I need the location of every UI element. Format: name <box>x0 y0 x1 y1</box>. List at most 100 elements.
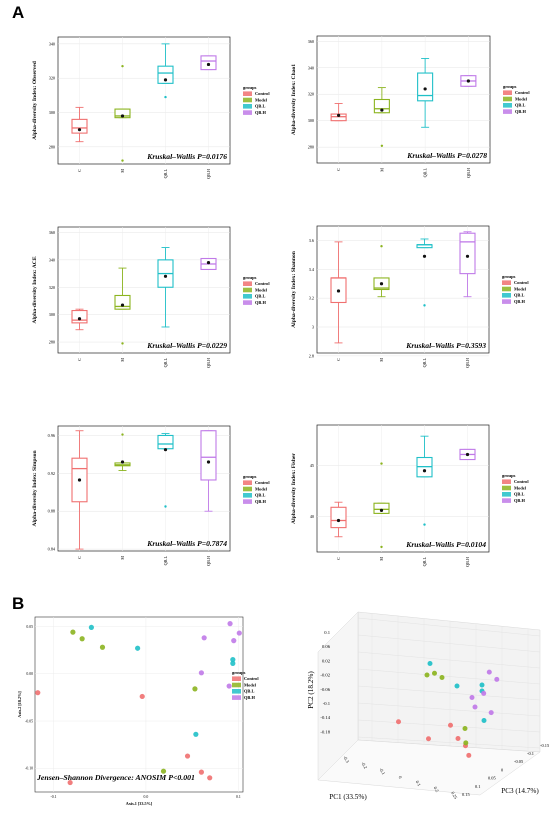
mean-point <box>422 469 427 473</box>
x-tick-label: M <box>379 168 384 172</box>
scatter3d-point-m <box>462 726 468 731</box>
scatter-point-qbh <box>236 630 242 636</box>
scatter-point-qbl <box>230 660 236 666</box>
legend-label-c: Control <box>255 281 270 286</box>
plot-frame <box>34 616 244 793</box>
outlier-point <box>380 245 383 248</box>
mean-point <box>206 62 211 67</box>
box-iqr <box>459 232 476 275</box>
plot-frame <box>316 424 490 553</box>
legend-label-qbl: QB.L <box>244 689 254 694</box>
outlier-point <box>164 95 167 99</box>
scatter3d-point-qbl <box>481 718 487 723</box>
mean-point <box>465 254 470 258</box>
x-tick-label: 0.0 <box>144 795 149 799</box>
y-tick-label: -0.10 <box>25 767 33 771</box>
kruskal-wallis-annotation: Kruskal–Wallis P=0.0176 <box>146 152 227 161</box>
pc3-tick-label: 0.05 <box>488 776 496 781</box>
legend-swatch-qbh <box>243 110 252 115</box>
pc1-tick-label: 0 <box>398 775 404 780</box>
legend-swatch-m <box>502 286 511 292</box>
y-tick-label: 340 <box>49 257 55 262</box>
legend-swatch-c <box>232 676 241 681</box>
legend-title: groups <box>243 275 257 280</box>
kruskal-wallis-annotation: Kruskal–Wallis P=0.3593 <box>405 341 486 350</box>
box-iqr <box>417 72 434 102</box>
legend-swatch-qbh <box>243 300 252 305</box>
scatter3d-point-qbl <box>427 661 433 666</box>
box-qbl <box>157 247 174 328</box>
scatter-point-m <box>160 768 167 774</box>
y-axis-label: Alpha-diversity Index: Observed <box>32 60 38 140</box>
box-c <box>71 106 88 143</box>
box-qbh <box>460 75 477 87</box>
x-tick-label: QB.L <box>422 557 427 567</box>
legend-label-c: Control <box>514 280 529 285</box>
scatter-point-qbh <box>201 635 207 641</box>
x-tick-label: QB.H <box>466 168 471 178</box>
pcoa-2d-panel: -0.1 0.0 0.1 -0.10 -0.05 0.00 0.05 Axis.1 [33.5… <box>17 616 259 806</box>
box-iqr <box>157 434 174 450</box>
legend-swatch-m <box>243 486 252 492</box>
x-tick-label: M <box>120 169 125 173</box>
scatter-point-qbh <box>227 621 233 627</box>
pc2-tick-label: -0.14 <box>320 715 330 720</box>
box-iqr <box>114 294 131 310</box>
y-tick-label: 340 <box>49 41 55 46</box>
y-tick-label: 0.05 <box>26 625 33 629</box>
box-iqr <box>373 98 390 114</box>
mean-point <box>77 317 82 321</box>
legend-label-m: Model <box>514 286 527 291</box>
pc2-tick-label: -0.02 <box>320 673 330 678</box>
legend-label-c: Control <box>244 676 259 681</box>
box-qbl <box>416 238 433 307</box>
gridline <box>357 668 541 685</box>
legend-swatch-m <box>243 287 252 293</box>
mean-point <box>163 274 168 278</box>
mean-point <box>379 508 384 512</box>
mean-point <box>336 518 341 523</box>
y-tick-label: 3 <box>312 325 314 330</box>
outlier-point <box>121 159 124 162</box>
legend-swatch-m <box>243 97 252 103</box>
mean-point <box>77 128 82 132</box>
scatter-point-m <box>192 686 198 692</box>
y-axis-label: Alpha-diversity Index: Shannon <box>291 250 297 328</box>
y-tick-label: 0.84 <box>48 547 56 552</box>
scatter-point-qbl <box>135 645 141 651</box>
legend-label-qbh: QB.H <box>255 499 266 504</box>
x-tick-label: M <box>120 358 125 362</box>
legend-swatch-qbl <box>503 103 512 108</box>
mean-point <box>336 289 341 293</box>
pc2-tick-label: -0.1 <box>323 701 331 706</box>
scatter-point-qbl <box>88 624 94 631</box>
box-qbh <box>459 231 476 298</box>
legend-swatch-qbl <box>502 492 511 497</box>
legend-swatch-c <box>503 90 512 95</box>
gridline <box>357 651 541 669</box>
legend-label-qbh: QB.H <box>515 109 526 114</box>
legend-title: groups <box>243 85 257 90</box>
mean-point <box>337 113 341 117</box>
y-tick-label: 280 <box>308 145 314 150</box>
gridline <box>357 617 541 637</box>
legend-swatch-qbl <box>243 493 252 498</box>
y-tick-label: 0.00 <box>26 672 33 676</box>
scatter3d-point-qbh <box>481 690 487 696</box>
panel-letter-b: B <box>12 594 25 613</box>
scatter-point-qbh <box>231 638 237 644</box>
box-c <box>330 501 347 538</box>
scatter-point-qbl <box>230 656 236 663</box>
box-iqr <box>330 506 347 529</box>
outlier-point <box>380 545 383 549</box>
legend-label-m: Model <box>244 682 257 687</box>
legend-swatch-qbl <box>243 294 252 299</box>
scatter-point-c <box>67 779 73 786</box>
outlier-point <box>121 342 124 345</box>
